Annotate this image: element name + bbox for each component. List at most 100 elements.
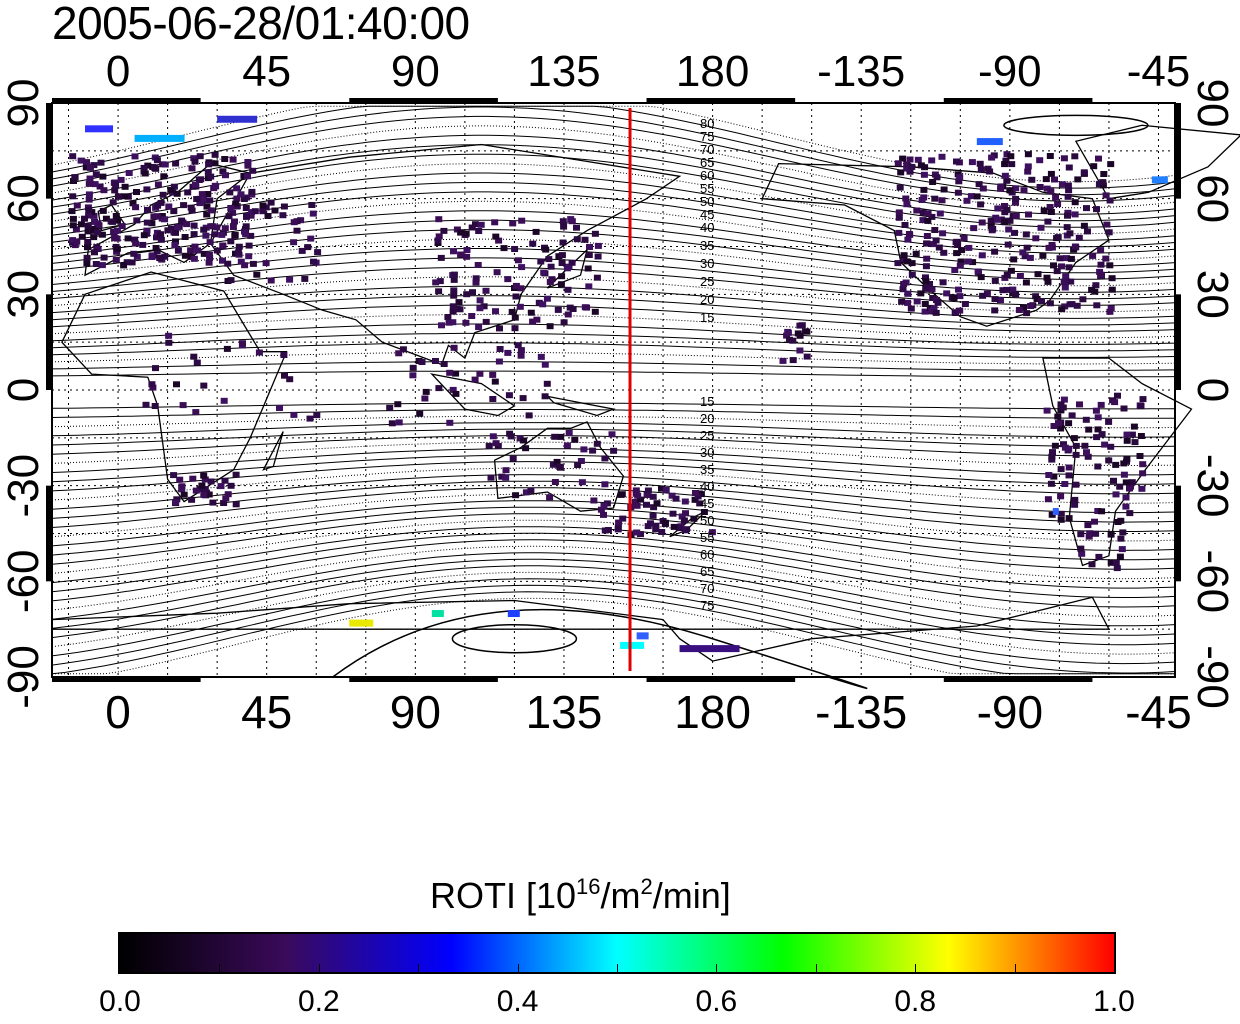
roti-cell xyxy=(449,303,457,310)
roti-cell xyxy=(1001,203,1008,209)
roti-cell xyxy=(991,307,999,314)
contour-line xyxy=(51,106,1176,196)
roti-cell xyxy=(1007,267,1015,274)
roti-cell xyxy=(1048,511,1056,518)
roti-cell xyxy=(1049,449,1056,456)
roti-cell xyxy=(179,402,187,409)
roti-cell xyxy=(193,196,201,202)
contour-line xyxy=(51,295,1176,326)
roti-cell xyxy=(77,157,85,164)
roti-cell xyxy=(190,222,198,229)
roti-cell xyxy=(1091,518,1098,525)
roti-cell xyxy=(1053,268,1061,275)
roti-cell xyxy=(313,412,321,419)
roti-cell xyxy=(1061,284,1069,291)
roti-cell xyxy=(418,359,426,365)
roti-cell xyxy=(903,258,911,265)
roti-cell xyxy=(905,231,913,237)
roti-cell xyxy=(112,256,120,263)
roti-cell xyxy=(492,233,500,240)
roti-cell xyxy=(240,172,248,179)
roti-cell xyxy=(921,308,929,315)
roti-cell xyxy=(1046,153,1054,159)
roti-cell xyxy=(696,500,704,507)
roti-cell xyxy=(991,248,999,255)
roti-cell xyxy=(978,219,986,226)
contour-ellipse xyxy=(451,623,578,654)
roti-cell xyxy=(280,203,288,210)
roti-cell xyxy=(304,244,312,251)
roti-cell xyxy=(71,174,79,181)
roti-cell xyxy=(1116,553,1124,560)
roti-cell xyxy=(991,277,999,284)
roti-cell xyxy=(900,252,908,259)
roti-cell xyxy=(229,209,237,216)
roti-cell xyxy=(914,156,922,163)
roti-cell xyxy=(1123,456,1131,462)
roti-cell xyxy=(141,170,149,177)
roti-cell xyxy=(504,349,512,356)
roti-cell xyxy=(1005,226,1013,233)
roti-cell xyxy=(83,159,90,166)
roti-cell xyxy=(1107,305,1115,312)
roti-cell xyxy=(1095,155,1102,162)
roti-cell xyxy=(938,197,946,204)
roti-cell xyxy=(247,212,255,219)
roti-cell xyxy=(568,259,576,266)
contour-line xyxy=(51,519,1176,580)
roti-cell xyxy=(1047,480,1055,487)
roti-cell xyxy=(634,492,642,499)
roti-cell xyxy=(1092,530,1100,537)
contour-label: 45 xyxy=(700,207,714,222)
roti-cell xyxy=(445,319,453,326)
roti-cell xyxy=(232,501,240,508)
roti-cell xyxy=(276,405,283,411)
roti-cell xyxy=(506,430,514,437)
roti-cell xyxy=(437,254,445,261)
roti-cell xyxy=(218,231,226,238)
roti-cell xyxy=(903,201,911,208)
roti-cell xyxy=(895,229,903,236)
roti-cell xyxy=(1059,404,1067,411)
roti-cell xyxy=(1139,396,1147,403)
roti-cell xyxy=(472,279,480,286)
roti-cell xyxy=(649,512,657,519)
plot-title: 2005-06-28/01:40:00 xyxy=(52,0,470,49)
roti-cell xyxy=(436,278,444,285)
roti-cell xyxy=(564,311,572,318)
roti-cell xyxy=(190,155,198,162)
roti-cell xyxy=(96,183,104,190)
roti-cell xyxy=(1022,231,1030,238)
roti-cell xyxy=(928,213,936,220)
roti-cell xyxy=(144,206,151,213)
roti-cell xyxy=(553,458,561,465)
roti-cell xyxy=(388,420,396,427)
roti-cell xyxy=(1058,306,1066,313)
roti-cell xyxy=(577,458,585,464)
roti-cell xyxy=(1102,255,1110,262)
roti-cell xyxy=(1085,426,1093,433)
roti-cell xyxy=(152,165,160,172)
roti-cell xyxy=(1010,256,1018,263)
contour-label: 35 xyxy=(700,462,714,477)
roti-cell xyxy=(142,401,150,408)
roti-cell xyxy=(69,153,77,160)
contour-label: 20 xyxy=(700,292,714,307)
roti-cell xyxy=(901,222,909,228)
roti-cell xyxy=(209,499,217,506)
roti-cell xyxy=(1084,453,1092,460)
roti-cell xyxy=(950,295,958,301)
roti-cell xyxy=(110,228,118,235)
roti-cell xyxy=(508,308,516,315)
contour-line xyxy=(51,513,1176,570)
roti-cell xyxy=(900,281,908,287)
roti-cell xyxy=(913,207,921,214)
roti-cell xyxy=(597,506,605,513)
roti-cell xyxy=(650,504,658,511)
roti-cell xyxy=(549,461,557,468)
roti-cell xyxy=(281,372,288,379)
roti-cell xyxy=(95,222,103,229)
roti-cell xyxy=(200,196,207,203)
roti-cell xyxy=(1119,529,1127,536)
roti-cell xyxy=(500,245,508,252)
